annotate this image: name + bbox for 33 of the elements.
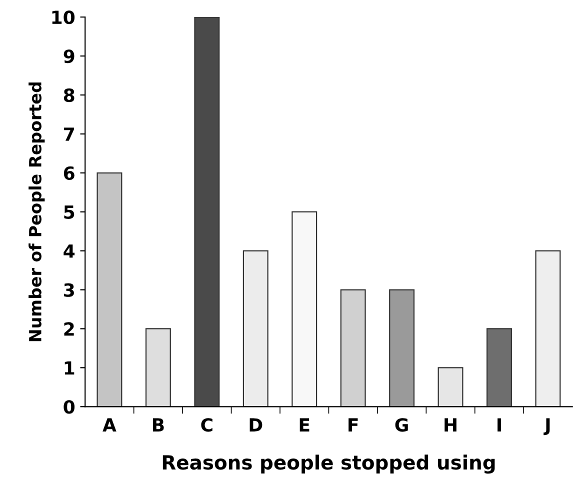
y-tick-label: 5 [64,206,74,219]
y-tick-label: 3 [64,283,74,297]
x-tick-label: A [102,418,116,432]
bar [535,250,561,407]
bar [389,289,415,407]
x-tick-label: E [300,418,310,432]
y-tick-label: 0 [64,400,75,414]
x-tick-label: J [544,418,550,436]
x-tick-label: B [152,418,164,432]
x-tick-label: G [395,418,408,432]
x-tick-label: D [250,418,262,432]
bar [242,250,268,407]
x-tick-label: F [348,418,358,432]
y-tick-label: 6 [64,166,74,180]
x-tick-label: H [444,418,456,432]
bar [438,367,464,407]
y-axis-title: Number of People Reported [28,82,45,342]
bar [292,211,318,407]
bar [145,328,171,407]
bar [96,172,122,407]
y-tick-label: 1 [64,361,74,375]
bar [486,328,512,407]
y-tick-label: 8 [64,88,74,102]
bar [340,289,366,407]
y-tick-label: 4 [64,244,75,258]
x-tick-label: I [498,418,501,432]
y-tick-label: 10 [52,10,75,24]
x-axis-title: Reasons people stopped using [162,454,495,474]
y-tick-label: 7 [64,128,74,141]
bar [194,17,220,407]
y-tick-label: 2 [64,322,74,336]
y-tick-label: 9 [64,49,74,64]
x-tick-label: C [201,418,212,432]
